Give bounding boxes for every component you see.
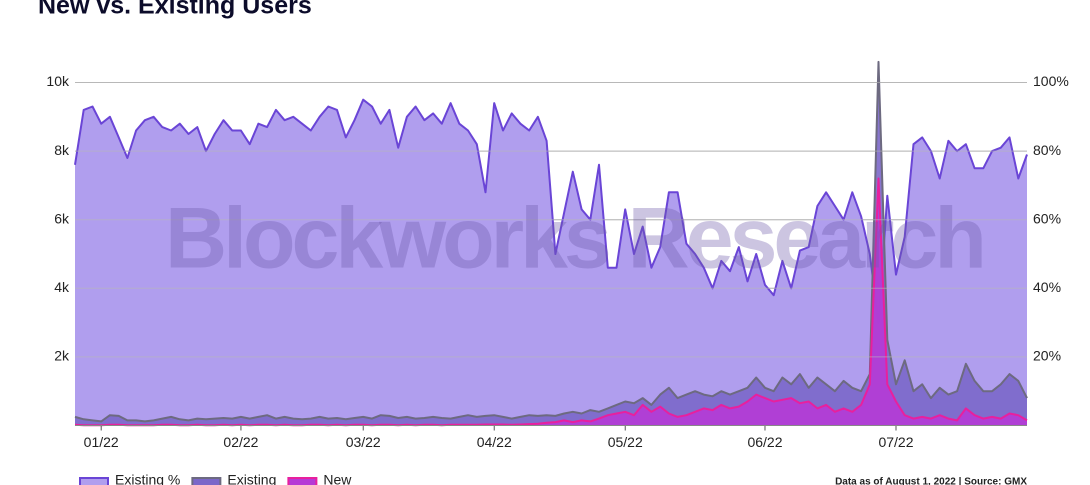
y-tick-label: 2k (54, 348, 70, 364)
line (74, 98, 1028, 324)
legend-label: Existing (227, 472, 276, 485)
x-tick-label: 01/22 (84, 434, 119, 450)
x-tick-label: 07/22 (878, 434, 913, 450)
legend-swatch (79, 477, 109, 485)
y-tick-label: 8k (54, 142, 70, 158)
watermark: Blockworks Research (165, 191, 983, 287)
y2-tick-label: 60% (1033, 210, 1061, 226)
y2-tick-label: 20% (1033, 348, 1061, 364)
y-tick-label: 10k (46, 73, 70, 89)
area (75, 99, 1027, 426)
y2-tick-label: 100% (1033, 73, 1069, 89)
x-tick-label: 05/22 (608, 434, 643, 450)
line (74, 60, 1028, 423)
y2-tick-label: 40% (1033, 279, 1061, 295)
x-tick-label: 02/22 (223, 434, 258, 450)
y-tick-label: 6k (54, 210, 70, 226)
x-tick-label: 03/22 (346, 434, 381, 450)
x-tick-label: 06/22 (747, 434, 782, 450)
x-tick-label: 04/22 (477, 434, 512, 450)
chart-title: New vs. Existing Users (38, 0, 312, 20)
y2-tick-label: 80% (1033, 142, 1061, 158)
y-tick-label: 4k (54, 279, 70, 295)
legend-swatch (287, 477, 318, 485)
legend-label: New (323, 472, 352, 485)
legend-label: Existing % (115, 472, 180, 485)
legend-swatch (191, 477, 222, 485)
source: Data as of August 1, 2022 | Source: GMX (835, 477, 1027, 485)
